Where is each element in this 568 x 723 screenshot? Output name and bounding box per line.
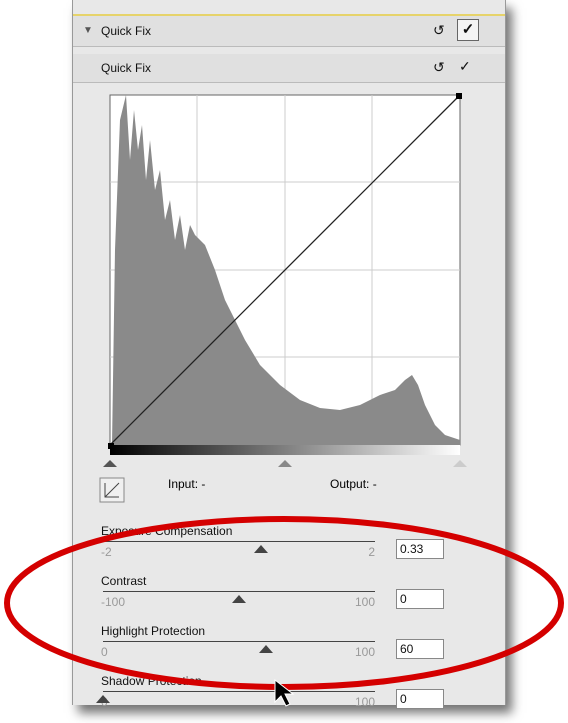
mouse-cursor — [274, 678, 295, 707]
tone-curve[interactable] — [109, 94, 461, 446]
slider-max: 100 — [354, 695, 375, 709]
histogram — [112, 95, 460, 445]
header-bar: ▼ Quick Fix ↺ ✓ — [73, 14, 505, 47]
slider-label: Highlight Protection — [101, 624, 206, 638]
slider-track — [103, 691, 375, 692]
slider-thumb[interactable] — [96, 695, 110, 703]
slider-max: 100 — [354, 595, 375, 609]
slider-max: 2 — [368, 545, 375, 559]
value-field[interactable]: 0.33 — [396, 539, 444, 559]
reset-button[interactable]: ↺ — [433, 59, 445, 75]
midpoint-slider[interactable] — [278, 460, 292, 467]
value-field[interactable]: 60 — [396, 639, 444, 659]
apply-check[interactable]: ✓ — [459, 58, 471, 74]
input-label: Input: - — [168, 477, 205, 491]
slider-track — [103, 641, 375, 642]
subheader-bar: Quick Fix ↺ ✓ — [73, 54, 505, 83]
white-point-slider[interactable] — [453, 460, 467, 467]
subheader-title: Quick Fix — [101, 61, 152, 75]
slider-min: 0 — [101, 645, 108, 659]
tone-gradient — [110, 445, 460, 455]
slider-track — [103, 591, 375, 592]
curve-point[interactable] — [456, 93, 462, 99]
red-ellipse — [4, 516, 564, 690]
slider-track — [103, 541, 375, 542]
output-label: Output: - — [330, 477, 377, 491]
black-point-slider[interactable] — [103, 460, 117, 467]
slider-max: 100 — [354, 645, 375, 659]
value-field[interactable]: 0 — [396, 589, 444, 609]
enable-checkbox[interactable]: ✓ — [457, 19, 479, 41]
header-title: Quick Fix — [101, 24, 152, 38]
slider-thumb[interactable] — [232, 595, 246, 603]
button-icon — [104, 482, 120, 498]
slider-label: Contrast — [101, 574, 147, 588]
collapse-triangle[interactable]: ▼ — [83, 25, 93, 36]
reset-button[interactable]: ↺ — [433, 22, 445, 38]
slider-thumb[interactable] — [259, 645, 274, 653]
value-field[interactable]: 0 — [396, 689, 444, 709]
slider-min: -2 — [101, 545, 112, 559]
slider-thumb[interactable] — [254, 545, 269, 553]
slider-min: -100 — [101, 595, 126, 609]
